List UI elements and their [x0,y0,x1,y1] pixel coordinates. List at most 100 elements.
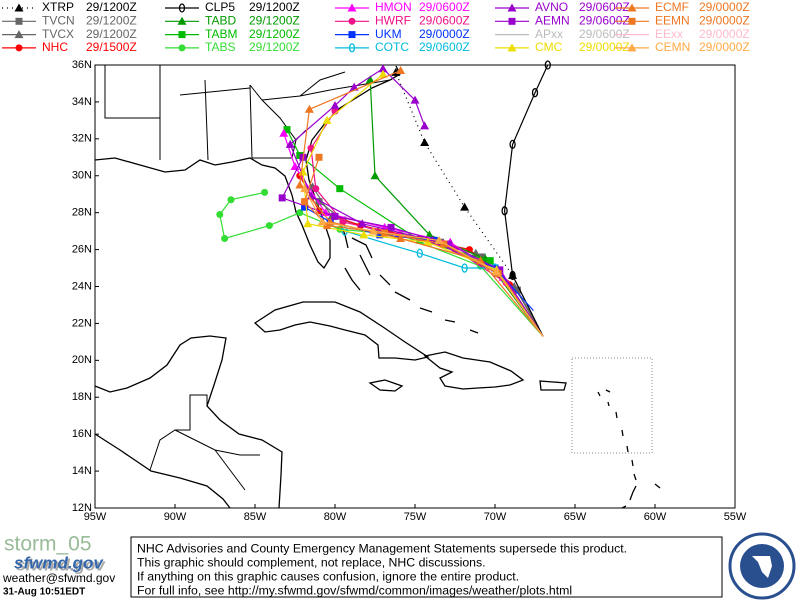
track-marker [317,217,327,226]
track-marker [296,209,304,217]
x-tick-label: 90W [164,511,187,523]
track-marker [471,248,481,257]
track-marker [303,219,313,228]
y-tick-label: 26N [72,243,92,255]
track-marker [531,88,539,98]
track-marker [323,222,331,230]
track-marker [331,212,339,220]
track-marker [440,240,448,248]
track-marker [387,223,395,231]
notice-box [130,536,723,598]
footer: storm_05 sfwmd.gov sfwmd.gov weather@sfw… [2,532,796,600]
track-marker [396,66,406,75]
map: 95W 90W 85W 80W 75W 70W 65W 60W 55W 12N 14N 16N 18N 2… [72,59,747,523]
track-marker [420,121,430,130]
legend-time: 29/0600Z [579,0,630,14]
legend-time: 29/0600Z [579,27,630,41]
pacific-coast [94,433,231,509]
x-tick-label: 60W [644,511,667,523]
legend-marker [14,3,24,12]
track-marker [221,235,229,243]
y-tick-label: 30N [72,170,92,182]
legend-marker [15,17,23,25]
legend-name: TABM [205,27,237,41]
y-tick-label: 32N [72,133,92,145]
track-marker [509,270,516,281]
legend-marker [508,17,516,25]
legend-marker [178,31,186,39]
legend-marker [348,43,356,53]
product-name: storm_05 [4,533,92,556]
legend-time: 29/1200Z [249,13,300,27]
legend-marker [348,31,356,39]
track-marker [544,60,551,70]
track-marker [359,230,369,239]
track-marker [315,153,323,161]
track-marker [370,171,380,180]
track-marker [420,138,430,147]
legend-time: 29/0000Z [699,13,750,27]
legend-marker [14,30,24,39]
legend-name: AVNO [535,0,568,14]
track-marker [445,240,453,248]
track-marker [496,266,504,274]
legend-name: NHC [42,40,68,54]
legend-time: 29/0600Z [419,0,470,14]
legend-time: 29/1200Z [86,27,137,41]
y-tick-label: 18N [72,391,92,403]
legend-time: 29/1200Z [249,40,300,54]
track-line [304,188,544,337]
y-tick-label: 36N [72,59,92,71]
track-marker [330,101,340,110]
track-marker [460,202,470,211]
x-tick-label: 85W [244,511,267,523]
track-marker [378,69,388,78]
district-logo [728,532,796,600]
legend-marker [507,43,517,52]
y-tick-label: 12N [72,502,92,514]
legend-time: 29/1200Z [249,27,300,41]
y-tick-label: 14N [72,465,92,477]
legend-name: TVCN [42,13,75,27]
central-america-coast [94,335,283,509]
legend-name: HMON [375,0,412,14]
legend-time: 29/0000Z [579,40,630,54]
track-marker [216,211,224,219]
legend-name: TABS [205,40,235,54]
puerto-rico [539,380,567,391]
ticks: 95W 90W 85W 80W 75W 70W 65W 60W 55W 12N 14N 16N 18N 2… [72,59,747,523]
notice-line: NHC Advisories and County Emergency Mana… [137,541,627,555]
legend-marker [177,16,187,25]
x-tick-label: 75W [404,511,427,523]
legend-marker [627,43,637,52]
site-name: sfwmd.gov [14,553,104,572]
track-marker [278,194,286,202]
legend-time: 29/0000Z [419,27,470,41]
legend-time: 29/0600Z [579,13,630,27]
track-marker [416,248,423,258]
hispaniola [423,351,525,390]
track-marker [261,188,269,196]
notice-line: For full info, see http://my.sfwmd.gov/s… [137,583,572,597]
track-marker [396,234,406,243]
coastlines [94,65,661,509]
track-marker [492,267,502,276]
track-marker [315,198,323,206]
jamaica [368,379,404,392]
track-marker [300,184,310,193]
cuba [253,301,430,361]
legend-name: EEMN [655,13,690,27]
notice-line: This graphic should complement, not repl… [137,555,486,569]
legend-name: UKM [375,27,402,41]
track-line [503,64,549,337]
track-marker [424,230,434,239]
legend-marker [507,3,517,12]
track-line [219,191,544,337]
legend-name: AEMN [535,13,570,27]
legend-name: XTRP [42,0,74,14]
region-box [571,357,653,454]
legend-time: 29/0000Z [699,40,750,54]
x-tick-label: 80W [324,511,347,523]
